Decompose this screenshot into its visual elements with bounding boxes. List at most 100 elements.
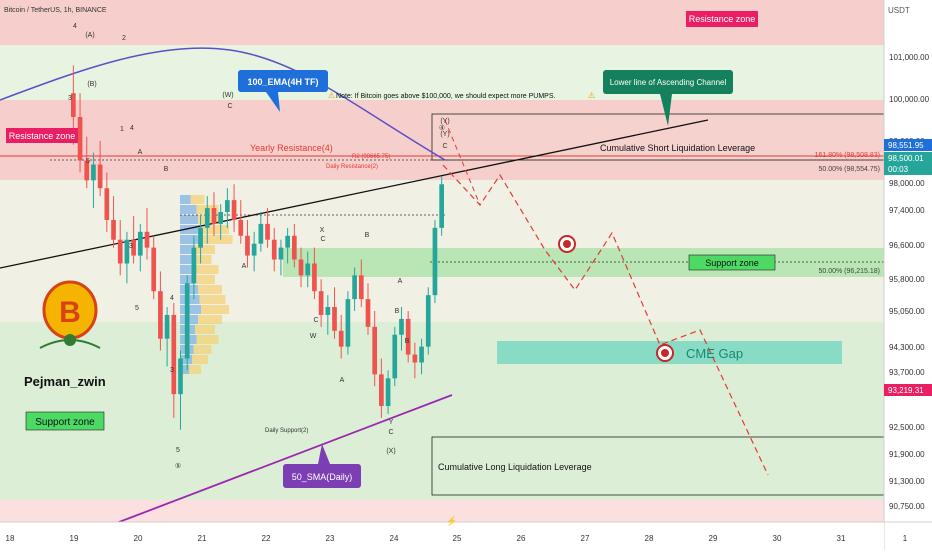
price-tags: 98,551.95 98,500.01 00:03 93,219.31 bbox=[884, 139, 932, 396]
candle bbox=[117, 219, 123, 276]
volume-bar-buy bbox=[180, 355, 192, 364]
candle bbox=[131, 215, 136, 264]
candle bbox=[97, 140, 103, 197]
short-liq-label: Cumulative Short Liquidation Leverage bbox=[600, 143, 755, 153]
time-tick: 20 bbox=[134, 534, 143, 543]
candle bbox=[365, 283, 371, 335]
volume-bar-sell bbox=[193, 255, 212, 264]
candle bbox=[184, 275, 190, 371]
projected-path-alt bbox=[444, 119, 481, 206]
price-tag: 93,219.31 bbox=[884, 384, 932, 396]
bottom-band bbox=[0, 500, 884, 522]
wave-label: A bbox=[340, 377, 345, 384]
channel-callout: Lower line of Ascending Channel bbox=[603, 70, 733, 126]
resistance-zone-badge-top: Resistance zone bbox=[686, 11, 758, 27]
candle bbox=[439, 176, 444, 236]
candle bbox=[251, 231, 257, 272]
candle bbox=[218, 204, 224, 240]
candle bbox=[198, 215, 203, 264]
price-tag-text: 00:03 bbox=[888, 165, 909, 174]
candle bbox=[405, 310, 411, 363]
support-zone-badge-left: Support zone bbox=[25, 411, 105, 431]
time-axis-ticks[interactable]: 18 19 20 21 22 23 24 25 26 27 28 29 30 31 1 bbox=[6, 534, 908, 543]
candle bbox=[345, 291, 351, 355]
wave-label: 5 bbox=[135, 305, 139, 312]
currency-label: USDT bbox=[888, 6, 910, 15]
candle bbox=[111, 196, 116, 248]
volume-bar-sell bbox=[202, 235, 233, 244]
volume-bar-sell bbox=[195, 325, 215, 334]
candle bbox=[191, 235, 197, 300]
candle bbox=[318, 279, 324, 327]
time-tick: 18 bbox=[6, 534, 15, 543]
candle bbox=[399, 307, 404, 351]
sma-callout: 50_SMA(Daily) bbox=[283, 444, 361, 488]
author-name: Pejman_zwin bbox=[24, 374, 106, 389]
volume-bar-sell bbox=[201, 225, 229, 234]
price-tick: 95,050.00 bbox=[889, 307, 925, 316]
candle bbox=[124, 231, 130, 284]
support-zone-badge-right: Support zone bbox=[688, 254, 776, 271]
wave-label: 4 bbox=[130, 125, 134, 132]
long-liq-label: Cumulative Long Liquidation Leverage bbox=[438, 462, 592, 472]
wave-label: 5 bbox=[86, 158, 90, 165]
light-green-band bbox=[0, 45, 884, 100]
time-tick: 21 bbox=[198, 534, 207, 543]
warning-icon: ⚠ bbox=[588, 91, 595, 100]
warning-icon: ⚠ bbox=[328, 91, 335, 100]
volume-bar-sell bbox=[198, 215, 222, 224]
wave-label: 4 bbox=[73, 23, 77, 30]
price-tick: 91,900.00 bbox=[889, 450, 925, 459]
price-tag: 00:03 bbox=[884, 163, 932, 175]
wave-label: (Y) bbox=[440, 131, 449, 138]
candle bbox=[238, 200, 244, 244]
daily-resistance-label: Daily Resistance(2) bbox=[326, 164, 378, 170]
wave-label: (W) bbox=[222, 92, 233, 99]
time-tick: 22 bbox=[262, 534, 271, 543]
wave-labels: 4(A)(B)321 4534535(W)CABXCBAWCABYC(Y)(X)④… bbox=[68, 23, 450, 470]
price-tick: 101,000.00 bbox=[889, 53, 930, 62]
time-tick: 26 bbox=[517, 534, 526, 543]
candle bbox=[432, 219, 438, 304]
time-tick: 25 bbox=[453, 534, 462, 543]
daily-support-label: Daily Support(2) bbox=[265, 428, 308, 434]
candle bbox=[325, 295, 331, 335]
candle-series bbox=[71, 65, 444, 430]
volume-bar-buy bbox=[180, 195, 191, 204]
candle bbox=[372, 310, 378, 387]
wave-label: 1 bbox=[120, 126, 124, 133]
price-tick: 92,500.00 bbox=[889, 423, 925, 432]
volume-bar-buy bbox=[180, 205, 197, 214]
candle bbox=[412, 342, 418, 379]
time-tick: 19 bbox=[70, 534, 79, 543]
candle bbox=[225, 188, 230, 228]
time-tick: 24 bbox=[390, 534, 399, 543]
price-axis-ticks[interactable]: 101,000.00100,000.0099,000.0098,000.0097… bbox=[889, 53, 930, 511]
r2-label: R2 (98665.75) bbox=[352, 154, 390, 160]
wave-label: C bbox=[442, 143, 447, 150]
candle bbox=[178, 350, 183, 430]
cme-gap-label: CME Gap bbox=[686, 346, 743, 361]
fib-label-50a: 50.00% (98,554.75) bbox=[819, 166, 881, 173]
time-axis-bg bbox=[0, 522, 884, 550]
candle bbox=[84, 136, 90, 189]
wave-label: C bbox=[388, 429, 393, 436]
volume-bar-sell bbox=[199, 295, 226, 304]
volume-bar-sell bbox=[189, 365, 201, 374]
volume-bar-sell bbox=[192, 355, 208, 364]
fib-label-161: 161.80% (98,508.83) bbox=[815, 152, 880, 159]
note-text: Note: If Bitcoin goes above $100,000, we… bbox=[336, 93, 556, 100]
candle bbox=[204, 196, 210, 244]
candle bbox=[211, 192, 217, 236]
support-zone-band bbox=[283, 248, 884, 277]
wave-label: C bbox=[227, 103, 232, 110]
candle bbox=[91, 152, 96, 209]
candle bbox=[379, 358, 384, 418]
ema100-4h-line bbox=[0, 47, 446, 161]
fib-label-50b: 50.00% (96,215.18) bbox=[819, 268, 881, 275]
price-tick: 90,750.00 bbox=[889, 502, 925, 511]
author-logo: B bbox=[39, 280, 101, 349]
wave-label: B bbox=[405, 338, 410, 345]
